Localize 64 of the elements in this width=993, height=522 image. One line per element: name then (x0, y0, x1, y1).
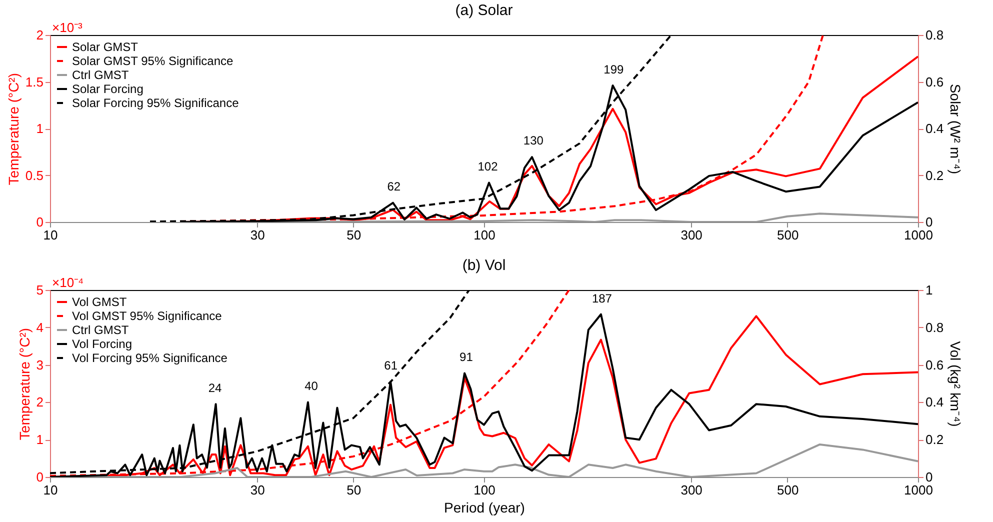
annotation: 130 (523, 134, 544, 148)
annotation: 91 (460, 350, 474, 364)
chart-title: (a) Solar (455, 2, 513, 19)
y-tick-label: 2 (36, 28, 44, 42)
y2-tick-label: 0.8 (926, 28, 944, 42)
legend-label: Solar GMST 95% Significance (72, 54, 234, 68)
text: ×10⁻³ (52, 20, 84, 35)
y-tick-label: 0 (36, 214, 44, 230)
y-tick-label: 0 (36, 470, 44, 484)
annotation: 199 (604, 62, 624, 76)
annotation: 40 (304, 379, 318, 394)
text: ×10⁻⁴ (52, 275, 84, 290)
y2-tick-label: 0.2 (926, 168, 944, 183)
legend-label: Vol Forcing (72, 337, 132, 351)
y2-tick-label: 0.8 (926, 320, 944, 335)
annotation: 24 (208, 381, 222, 396)
x-tick-label: 100 (474, 228, 496, 242)
annotation: 187 (592, 291, 612, 306)
legend-label: Vol GMST 95% Significance (72, 309, 222, 323)
x-tick-label: 10 (43, 482, 58, 498)
x-axis-title: Period (year) (444, 500, 525, 516)
y-tick-label: 2 (36, 394, 44, 410)
legend-label: Solar Forcing (72, 82, 144, 96)
y2-tick-label: 0 (926, 214, 933, 230)
y2-tick-label: 0.6 (926, 357, 944, 372)
y-tick-label: 4 (36, 320, 44, 335)
y2-tick-label: 0.4 (926, 394, 944, 410)
annotation: 61 (384, 358, 398, 373)
x-tick-label: 500 (777, 482, 799, 498)
y-tick-label: 1 (36, 121, 44, 136)
x-tick-label: 300 (680, 228, 702, 242)
y-tick-label: 5 (36, 282, 44, 298)
y-axis-title: Temperature (°C²) (16, 328, 32, 440)
x-tick-label: 1000 (904, 228, 933, 242)
x-tick-label: 300 (680, 482, 702, 498)
x-tick-label: 500 (777, 228, 799, 242)
y-tick-label: 3 (36, 357, 44, 372)
y2-tick-label: 0.6 (926, 74, 944, 90)
legend-label: Ctrl GMST (72, 68, 130, 82)
y2-tick-label: 0.4 (926, 121, 944, 136)
y2-axis-title: Vol (kg² km⁻⁴) (948, 341, 964, 427)
x-tick-label: 10 (43, 228, 58, 242)
legend-label: Solar Forcing 95% Significance (72, 96, 240, 110)
y-axis-title: Temperature (°C²) (5, 72, 22, 186)
annotation: 102 (478, 160, 498, 174)
y-tick-label: 1 (36, 432, 44, 448)
y2-axis-title: Solar (W² m⁻⁴) (948, 84, 964, 174)
annotation: 62 (387, 179, 401, 194)
legend-label: Ctrl GMST (72, 323, 130, 337)
legend-label: Solar GMST (72, 40, 139, 54)
y-tick-label: 1.5 (25, 74, 44, 90)
y2-tick-label: 0.2 (926, 432, 944, 448)
legend-label: Vol GMST (72, 295, 128, 309)
x-tick-label: 30 (250, 482, 265, 498)
x-tick-label: 1000 (904, 482, 933, 498)
x-tick-label: 50 (346, 482, 362, 498)
y-tick-label: 0.5 (25, 168, 44, 183)
y2-tick-label: 1 (926, 282, 933, 298)
chart-title: (b) Vol (462, 257, 506, 274)
y2-tick-label: 0 (926, 470, 933, 484)
x-tick-label: 50 (346, 228, 362, 242)
x-tick-label: 30 (250, 228, 265, 242)
legend-label: Vol Forcing 95% Significance (72, 351, 228, 365)
x-tick-label: 100 (474, 482, 496, 498)
